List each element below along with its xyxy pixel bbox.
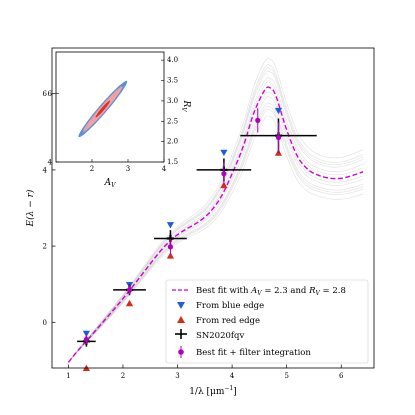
legend-av-sub: V (257, 290, 262, 297)
red-edge-point (125, 299, 134, 307)
legend-label-red: From red edge (196, 316, 260, 326)
x-axis-label: 1/λ [μm−1] (189, 385, 237, 397)
legend-entry-sn: SN2020fqv (175, 329, 244, 341)
blue-edge-point (82, 330, 90, 338)
legend-entry-best-fit: Best fit with AV = 2.3 and RV = 2.8 (172, 286, 346, 297)
inset-x-tick-label: 3 (126, 165, 130, 173)
mc-sample-curve (68, 102, 364, 363)
legend-label-filter: Best fit + filter integration (196, 348, 311, 358)
inset-right-tick-label: 2.0 (167, 138, 178, 146)
mc-sample-curve (68, 57, 364, 363)
mc-sample-curve (68, 64, 364, 363)
inset-contours (78, 80, 128, 138)
legend: Best fit with AV = 2.3 and RV = 2.8 From… (165, 279, 369, 364)
legend-entry-red: From red edge (177, 316, 260, 326)
legend-entry-blue: From blue edge (177, 301, 264, 311)
y-tick-label: 6 (43, 90, 48, 98)
inset-left-tick-label: 6 (48, 90, 53, 98)
blue-edge-point (166, 222, 175, 229)
blue-edge-point (274, 107, 283, 115)
y-tick-label: 0 (43, 319, 47, 327)
legend-av-symbol: A (250, 286, 257, 296)
filter-point (167, 244, 174, 250)
inset-right-tick-label: 4.0 (167, 56, 178, 64)
mc-sample-curve (68, 77, 364, 363)
inset-left-tick-label: 4 (48, 159, 53, 167)
x-tick-label: 5 (284, 372, 288, 380)
x-axis-label-suffix: ] (233, 387, 237, 397)
inset-y-sub: V (180, 107, 187, 112)
inset-x-tick-label: 4 (162, 165, 167, 173)
inset-right-tick-label: 2.5 (167, 117, 178, 125)
inset-frame (55, 51, 165, 163)
contour-inner (95, 100, 111, 118)
inset-x-symbol: A (104, 178, 112, 188)
legend-swatch-filter-dot (178, 349, 184, 355)
x-tick-label: 1 (66, 372, 70, 380)
legend-best-fit-prefix: Best fit with (196, 286, 251, 296)
legend-av-value: = 2.3 and (262, 286, 309, 296)
legend-rv-value: = 2.8 (320, 286, 346, 296)
mc-sample-curve (68, 67, 364, 363)
inset-x-sub: V (111, 182, 116, 189)
x-axis-label-prefix: 1/λ [μm (189, 387, 225, 397)
mc-sample-curve (68, 96, 364, 363)
best-fit-curve (67, 86, 364, 363)
y-tick-label: 2 (43, 243, 47, 251)
inset-right-tick-label: 3.0 (167, 97, 178, 105)
mc-sample-curve (68, 105, 364, 363)
legend-label-best-fit: Best fit with AV = 2.3 and RV = 2.8 (196, 286, 346, 297)
x-tick-label: 4 (230, 372, 235, 380)
inset-y-symbol: R (181, 99, 191, 107)
inset-x-tick-label: 2 (90, 165, 94, 173)
legend-label-sn: SN2020fqv (196, 331, 244, 341)
mc-sample-curve (68, 109, 364, 363)
filter-point (221, 171, 227, 177)
inset-x-label: AV (104, 178, 117, 189)
blue-edge-point (220, 149, 228, 157)
main-plot-frame (51, 47, 375, 369)
inset-left-y-ticks: 46 (48, 90, 59, 167)
filter-point (83, 336, 89, 343)
x-tick-label: 3 (175, 372, 179, 380)
data-points (77, 107, 317, 371)
red-edge-point (166, 252, 175, 259)
inset-right-tick-label: 3.5 (167, 77, 178, 85)
legend-rv-sub: V (315, 290, 320, 297)
legend-entry-filter: Best fit + filter integration (178, 346, 311, 358)
inset-right-tick-label: 1.5 (167, 158, 178, 166)
mc-sample-curve (68, 115, 364, 363)
main-x-ticks: 1 2 3 4 5 6 (66, 364, 344, 380)
legend-swatch-red (177, 316, 185, 323)
x-tick-label: 2 (121, 372, 125, 380)
legend-rv-symbol: R (308, 286, 316, 296)
filter-point (126, 287, 133, 293)
legend-box (165, 279, 369, 364)
inset-y-label: RV (180, 99, 191, 112)
y-axis-label: E(λ − r) (25, 189, 36, 227)
legend-swatch-blue (177, 302, 185, 309)
filter-point (255, 117, 261, 123)
inset-x-ticks: 2 3 4 (90, 159, 167, 173)
inset-right-y-ticks: 1.5 2.0 2.5 3.0 3.5 4.0 (161, 56, 178, 166)
x-axis-label-sup: −1 (224, 385, 233, 392)
filter-point (275, 134, 282, 141)
y-tick-label: 4 (43, 166, 48, 174)
x-tick-label: 6 (339, 372, 344, 380)
legend-label-blue: From blue edge (196, 301, 264, 311)
